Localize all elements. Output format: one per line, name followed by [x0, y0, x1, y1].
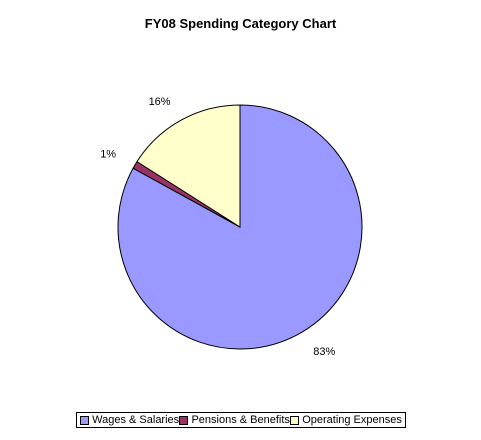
- slice-label-wages-salaries: 83%: [313, 346, 335, 358]
- legend-label-operating-expenses: Operating Expenses: [302, 414, 402, 426]
- legend-item-wages-salaries: Wages & Salaries: [80, 414, 179, 426]
- legend-label-pensions-benefits: Pensions & Benefits: [191, 414, 290, 426]
- legend-swatch-operating-expenses: [290, 415, 300, 425]
- pie-slice-operating-expenses: [136, 104, 241, 228]
- slice-label-pensions-benefits: 1%: [100, 149, 116, 161]
- legend: Wages & Salaries Pensions & Benefits Opera…: [76, 412, 406, 428]
- pie-chart: 83% 1% 16%: [100, 96, 363, 358]
- legend-swatch-pensions-benefits: [179, 415, 189, 425]
- chart-title: FY08 Spending Category Chart: [144, 16, 337, 31]
- legend-swatch-wages-salaries: [80, 415, 90, 425]
- legend-item-pensions-benefits: Pensions & Benefits: [179, 414, 290, 426]
- slice-label-operating-expenses: 16%: [149, 96, 171, 108]
- legend-label-wages-salaries: Wages & Salaries: [92, 414, 180, 426]
- legend-item-operating-expenses: Operating Expenses: [290, 414, 402, 426]
